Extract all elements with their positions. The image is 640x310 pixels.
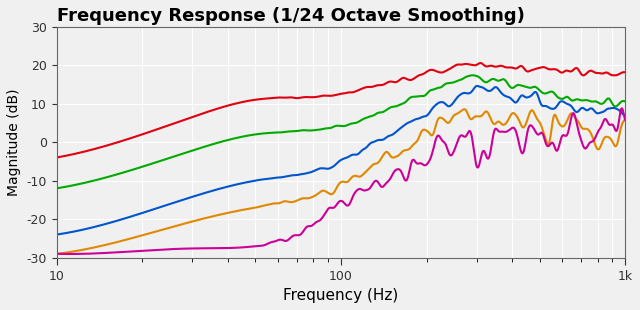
Y-axis label: Magnitude (dB): Magnitude (dB) xyxy=(7,88,21,196)
Text: Frequency Response (1/24 Octave Smoothing): Frequency Response (1/24 Octave Smoothin… xyxy=(56,7,524,25)
X-axis label: Frequency (Hz): Frequency (Hz) xyxy=(284,288,399,303)
